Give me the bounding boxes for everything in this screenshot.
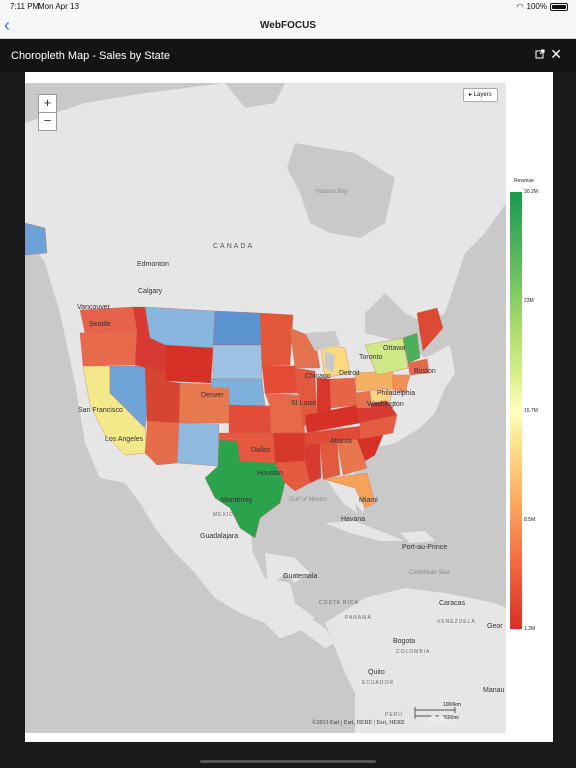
app-title: WebFOCUS [260, 20, 316, 31]
legend-title: Revenue [514, 178, 535, 184]
wifi-icon: ◠ [516, 2, 524, 11]
label-dallas: Dallas [251, 447, 271, 454]
status-date: Mon Apr 13 [38, 2, 79, 11]
legend-tick: 15.7M [524, 408, 538, 414]
home-indicator [200, 760, 376, 763]
label-vancouver: Vancouver [77, 304, 110, 311]
label-hudson-bay: Hudson Bay [315, 189, 348, 195]
scale-mi: 600mi [445, 715, 459, 721]
label-manaus: Manau [483, 687, 505, 694]
label-san-francisco: San Francisco [78, 407, 123, 414]
label-philadelphia: Philadelphia [377, 390, 416, 397]
label-st-louis: St Louis [291, 400, 317, 407]
label-georgetown: Geor [487, 623, 503, 630]
label-guatemala: Guatemala [283, 573, 318, 580]
label-bogota: Bogota [393, 638, 416, 645]
nav-bar: ‹ WebFOCUS [0, 14, 576, 39]
label-gulf-of-mexico: Gulf of Mexico [289, 497, 328, 503]
label-toronto: Toronto [359, 354, 383, 361]
label-atlanta: Atlanta [330, 438, 352, 445]
legend-tick: 1.2M [524, 626, 536, 632]
battery-percent: 100% [526, 2, 547, 11]
label-los-angeles: Los Angeles [105, 436, 144, 443]
label-panama: PANAMÁ [345, 615, 372, 621]
label-edmonton: Edmonton [137, 261, 169, 268]
status-time: 7:11 PM [10, 2, 40, 11]
modal-header: Choropleth Map - Sales by State ✕ [0, 39, 576, 72]
label-havana: Havana [341, 516, 366, 523]
label-calgary: Calgary [138, 288, 163, 295]
map-scale: 1000km 600mi [413, 702, 461, 722]
label-port-au-prince: Port-au-Prince [402, 544, 448, 551]
bottom-strip [0, 742, 576, 768]
label-venezuela: VENEZUELA [437, 619, 476, 625]
close-icon[interactable]: ✕ [550, 46, 562, 62]
label-guadalajara: Guadalajara [200, 533, 239, 540]
label-chicago: Chicago [305, 373, 331, 380]
label-quito: Quito [368, 669, 385, 676]
legend-tick: 8.5M [524, 517, 536, 523]
label-miami: Miami [359, 497, 378, 504]
legend-tick: 30.2M [524, 189, 538, 195]
modal-title: Choropleth Map - Sales by State [11, 50, 170, 62]
choropleth-map[interactable]: + − ▸ Layers CANADA Hudson Bay Edmonton … [25, 83, 506, 733]
legend-tick: 23M [524, 298, 534, 304]
battery-icon [550, 2, 568, 11]
label-denver: Denver [201, 392, 224, 399]
label-monterrey: Monterrey [221, 497, 253, 504]
label-peru: PERÚ [385, 712, 403, 718]
label-ecuador: ECUADOR [362, 680, 395, 686]
label-houston: Houston [257, 470, 284, 477]
label-washington: Washington [367, 401, 404, 408]
esri-logo: esri [429, 710, 454, 726]
label-canada: CANADA [213, 243, 255, 250]
label-colombia: COLOMBIA [396, 649, 431, 655]
status-bar: 7:11 PM Mon Apr 13 ◠ 100% [0, 0, 576, 14]
zoom-out-button[interactable]: − [38, 112, 57, 131]
zoom-in-button[interactable]: + [38, 94, 57, 113]
back-chevron-icon[interactable]: ‹ [4, 15, 10, 35]
open-external-icon[interactable] [535, 49, 545, 59]
basemap-svg [25, 83, 506, 733]
label-detroit: Detroit [339, 370, 360, 377]
label-mexico: MÉXICO [213, 512, 239, 518]
status-right: ◠ 100% [517, 2, 568, 11]
label-boston: Boston [414, 368, 436, 375]
map-attribution: ©2013 Esri | Esri, HERE | Esri, HERE [312, 720, 405, 726]
label-costa-rica: COSTA RICA [319, 600, 359, 606]
label-ottawa: Ottawa [383, 345, 406, 352]
label-caracas: Caracas [439, 600, 466, 607]
layers-button[interactable]: ▸ Layers [463, 88, 498, 102]
legend-color-ramp [510, 192, 522, 629]
label-seattle: Seattle [89, 321, 111, 328]
label-caribbean-sea: Caribbean Sea [409, 570, 450, 576]
scale-km: 1000km [443, 702, 461, 708]
